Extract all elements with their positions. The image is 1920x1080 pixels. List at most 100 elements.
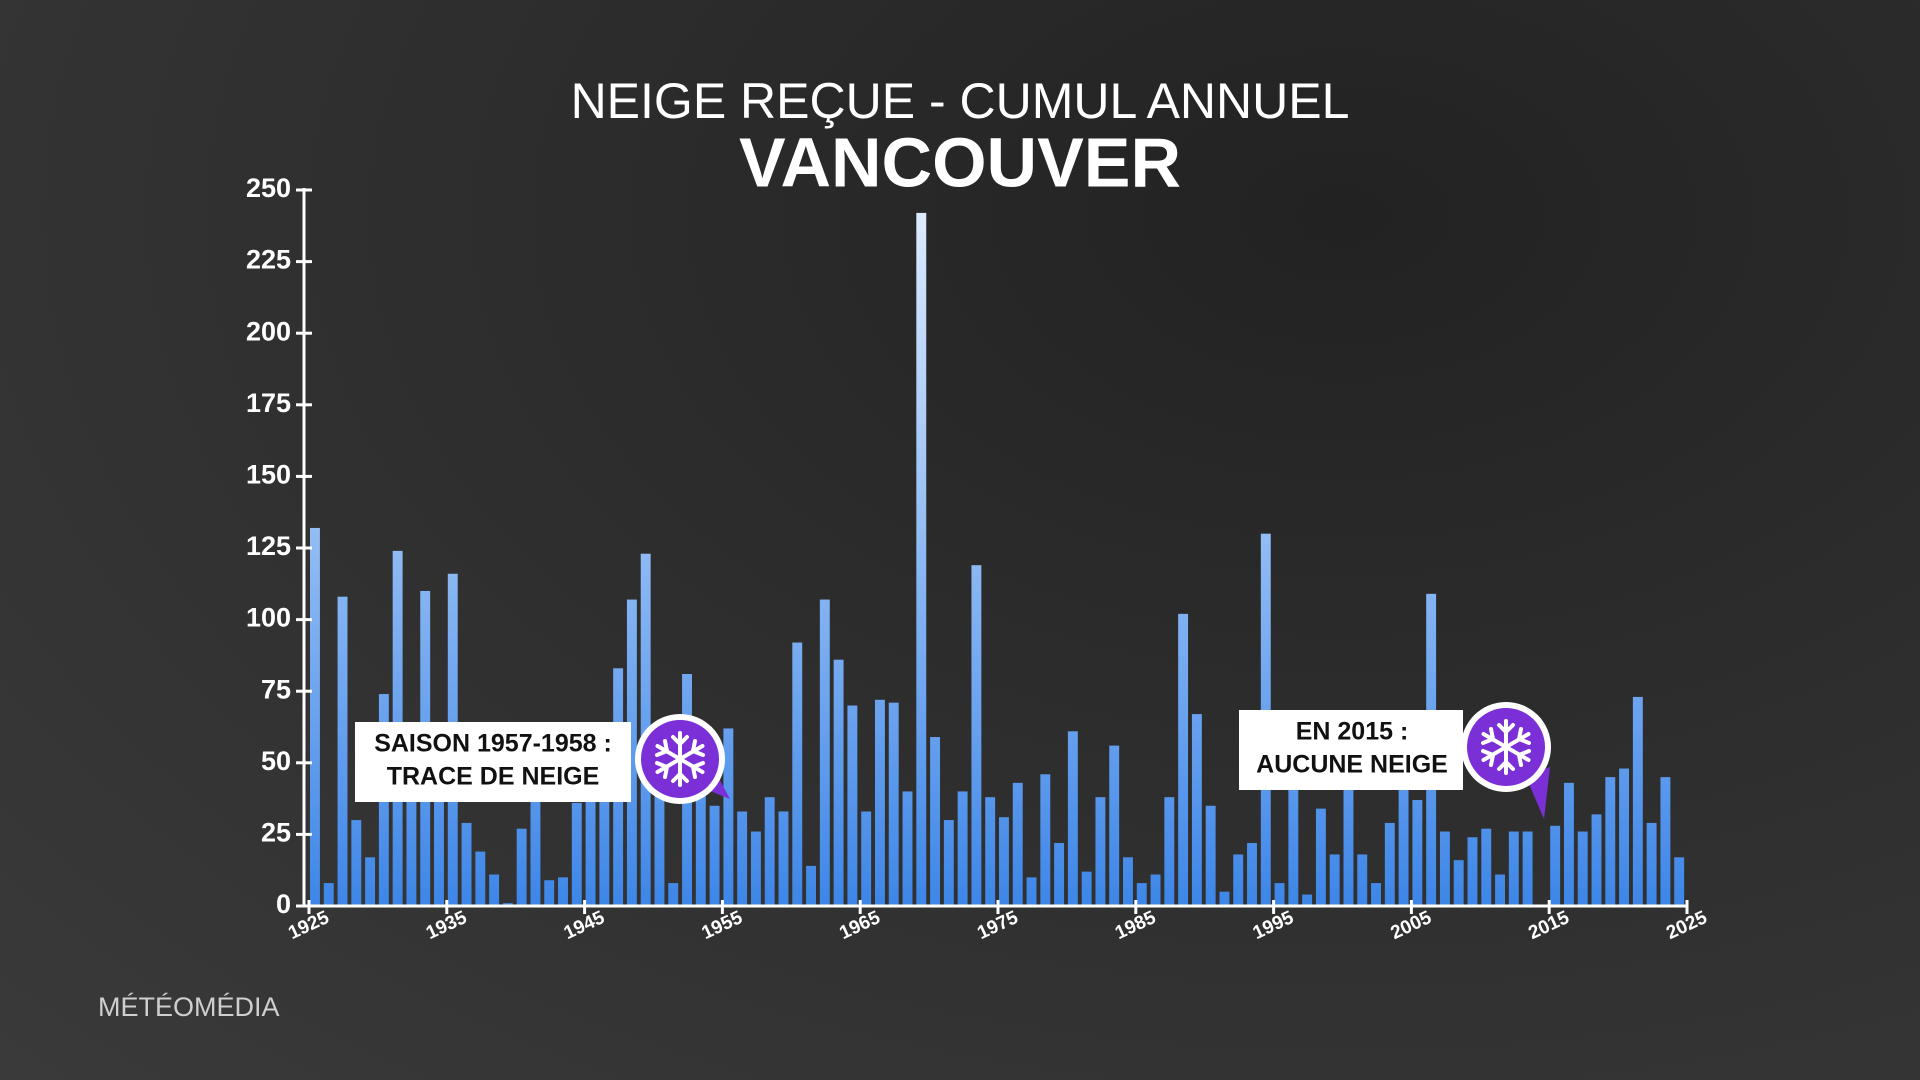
bar [1577, 831, 1588, 906]
bar [434, 791, 444, 906]
bar [1012, 782, 1023, 906]
y-tick-label: 250 [246, 173, 291, 203]
bar [668, 883, 679, 906]
y-tick-label: 75 [261, 674, 291, 704]
bar [1205, 805, 1216, 906]
bar [1081, 871, 1092, 906]
bar [544, 880, 555, 906]
bar [1040, 774, 1051, 906]
bar [1150, 874, 1161, 906]
bar [764, 797, 775, 906]
chart-subtitle: VANCOUVER [739, 123, 1181, 201]
bar [558, 877, 568, 906]
y-tick-label: 50 [261, 746, 291, 776]
bar [874, 699, 885, 906]
bar [985, 797, 996, 906]
bar [1660, 777, 1671, 906]
y-tick-label: 225 [246, 245, 291, 275]
bar [516, 828, 527, 906]
bar [626, 599, 637, 906]
bar [1646, 822, 1657, 906]
bar [1632, 696, 1643, 906]
y-tick-label: 100 [246, 603, 291, 633]
bar [1274, 883, 1285, 906]
bar [1191, 714, 1202, 906]
bar [1343, 777, 1354, 906]
annotation-box [355, 722, 631, 802]
bar [957, 791, 968, 906]
bar [888, 702, 899, 906]
bar [461, 822, 472, 906]
bar [1371, 883, 1381, 906]
bar [1123, 857, 1133, 906]
chart-title: NEIGE REÇUE - CUMUL ANNUEL [571, 73, 1350, 129]
y-tick-label: 0 [276, 889, 291, 919]
y-tick-label: 175 [246, 388, 291, 418]
bar [1219, 891, 1230, 906]
annotation: SAISON 1957-1958 : TRACE DE NEIGE [355, 714, 730, 804]
annotation-text: AUCUNE NEIGE [1256, 751, 1448, 779]
bar [971, 565, 982, 906]
bar [489, 874, 500, 906]
bar [1247, 842, 1257, 906]
bar [1315, 808, 1326, 906]
bar [1563, 782, 1574, 906]
bar [833, 659, 844, 906]
bar [1508, 831, 1519, 906]
bar [1136, 883, 1147, 906]
bar [599, 777, 610, 906]
bar [999, 817, 1009, 906]
bar [778, 811, 789, 906]
bar [709, 805, 720, 906]
bar [930, 737, 941, 906]
bar [1302, 894, 1313, 906]
bar [695, 791, 706, 906]
annotation-text: EN 2015 : [1296, 718, 1409, 746]
snow-icon [1461, 702, 1551, 819]
bar [571, 802, 582, 906]
bar [530, 791, 541, 906]
bar [337, 596, 348, 906]
bar [1109, 745, 1120, 906]
bar [1467, 837, 1478, 906]
bar [1550, 825, 1561, 906]
bar [351, 820, 362, 906]
bar [943, 820, 954, 906]
bar [1674, 857, 1685, 906]
bar [1605, 777, 1616, 906]
bar [1288, 777, 1299, 906]
bar [1384, 822, 1395, 906]
bar [475, 851, 486, 906]
bar [1453, 860, 1464, 906]
bar [1178, 613, 1189, 906]
bar [1591, 814, 1602, 906]
bar [750, 831, 761, 906]
bar [1329, 854, 1340, 906]
snow-icon [635, 714, 730, 804]
y-tick-label: 25 [261, 818, 291, 848]
bar [406, 777, 417, 906]
source-logo: MÉTÉOMÉDIA [98, 992, 280, 1022]
bar [1233, 854, 1244, 906]
y-tick-label: 150 [246, 460, 291, 490]
y-tick-label: 200 [246, 316, 291, 346]
bar [365, 857, 376, 906]
annotation-text: SAISON 1957-1958 : [374, 730, 612, 758]
bar [1095, 797, 1106, 906]
bar [806, 865, 817, 906]
bar [819, 599, 830, 906]
bar [1026, 877, 1037, 906]
bar [1357, 854, 1368, 906]
annotation-text: TRACE DE NEIGE [387, 763, 600, 791]
bar [654, 777, 665, 906]
bar [1067, 731, 1078, 906]
bar [640, 553, 651, 906]
bar [916, 212, 927, 907]
bar [1481, 828, 1492, 906]
bar [723, 728, 734, 906]
bar [323, 883, 334, 906]
bar [902, 791, 913, 906]
bar [1619, 768, 1630, 906]
